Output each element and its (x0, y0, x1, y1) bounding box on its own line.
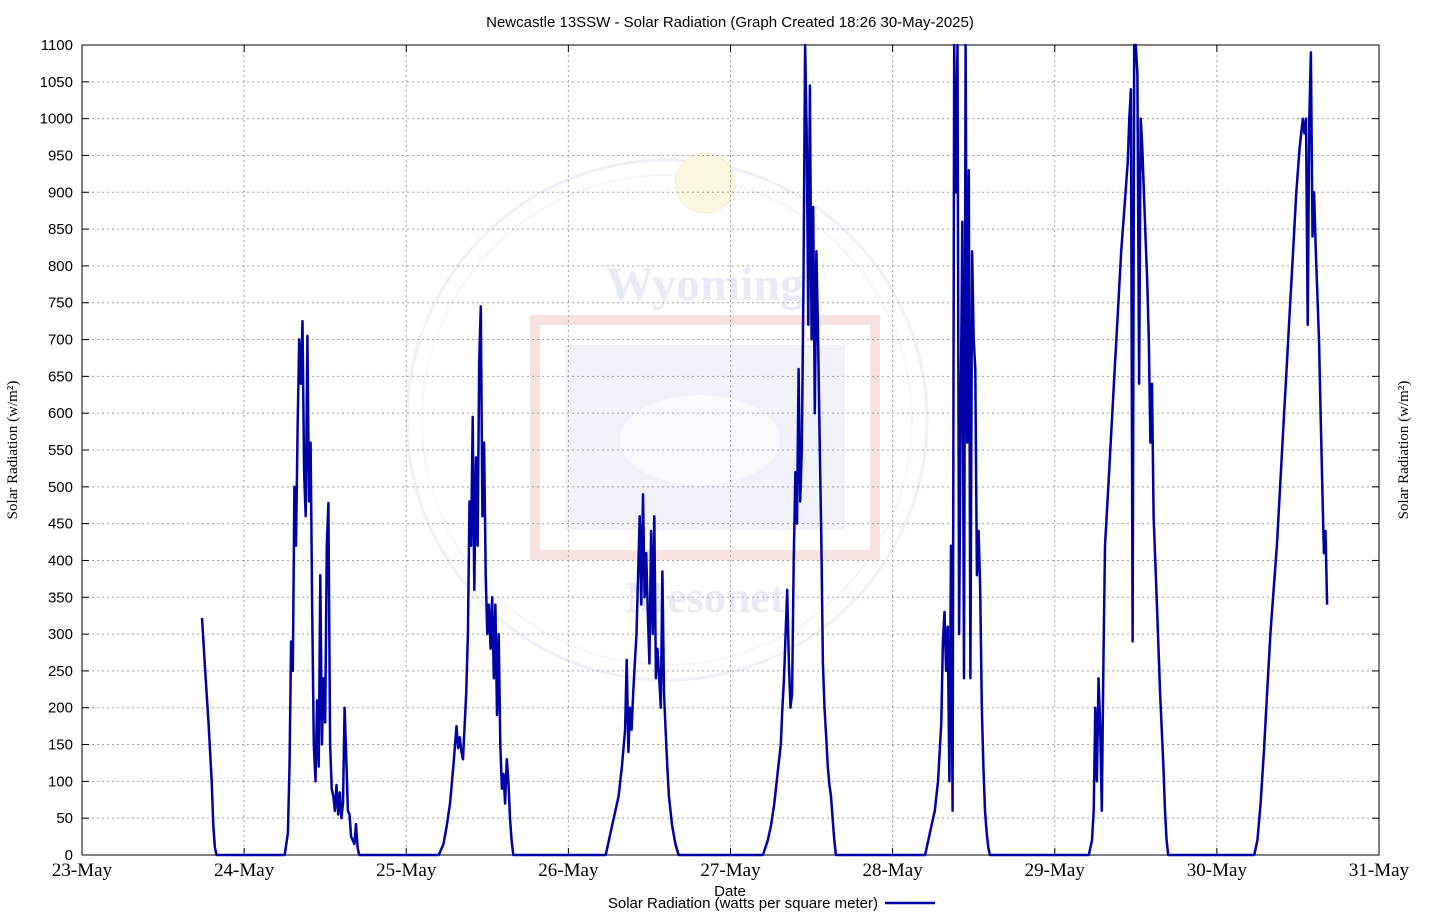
y-tick-label: 800 (48, 258, 73, 275)
y-tick-label: 1050 (40, 74, 73, 91)
series-line-solar-radiation (200, 43, 1329, 857)
y-tick-label: 850 (48, 221, 73, 238)
y-tick-label: 100 (48, 773, 73, 790)
y-tick-label: 0 (65, 847, 73, 864)
x-tick-label: 24-May (214, 860, 275, 881)
legend-label: Solar Radiation (watts per square meter) (608, 895, 878, 912)
y-tick-label: 250 (48, 663, 73, 680)
y-tick-label: 150 (48, 737, 73, 754)
chart-title: Newcastle 13SSW - Solar Radiation (Graph… (486, 14, 974, 31)
x-tick-label: 29-May (1025, 860, 1086, 881)
x-tick-label: 31-May (1349, 860, 1410, 881)
y-tick-label: 1000 (40, 111, 73, 128)
x-tick-label: 26-May (538, 860, 599, 881)
y-tick-label: 600 (48, 405, 73, 422)
y-tick-label: 300 (48, 626, 73, 643)
y-tick-label: 750 (48, 295, 73, 312)
x-tick-label: 25-May (376, 860, 437, 881)
svg-text:Wyoming: Wyoming (606, 258, 804, 311)
x-axis-ticks: 23-May 24-May 25-May 26-May 27-May 28-May 29-M… (52, 45, 1410, 881)
x-tick-label: 28-May (863, 860, 924, 881)
x-axis-label: Date (714, 883, 746, 900)
y-tick-label: 650 (48, 368, 73, 385)
grid-lines (82, 45, 1379, 855)
y-axis-ticks: 0 50 100 150 200 250 300 350 400 450 500 550 600 650 7… (40, 37, 1379, 864)
y-tick-label: 700 (48, 332, 73, 349)
x-tick-label: 27-May (700, 860, 761, 881)
legend: Solar Radiation (watts per square meter) (608, 895, 935, 912)
y-tick-label: 450 (48, 516, 73, 533)
y-tick-label: 900 (48, 184, 73, 201)
y-tick-label: 550 (48, 442, 73, 459)
x-tick-label: 30-May (1187, 860, 1248, 881)
y-axis-label-right: Solar Radiation (w/m²) (1396, 381, 1412, 520)
watermark-seal: Wyoming Mesonet (405, 152, 929, 682)
y-tick-label: 50 (56, 810, 73, 827)
x-tick-label: 23-May (52, 860, 113, 881)
y-axis-label-left: Solar Radiation (w/m²) (5, 381, 21, 520)
y-tick-label: 1100 (41, 37, 73, 54)
y-tick-label: 500 (48, 479, 73, 496)
y-tick-label: 350 (48, 589, 73, 606)
y-tick-label: 200 (48, 700, 73, 717)
y-tick-label: 950 (48, 147, 73, 164)
y-tick-label: 400 (48, 552, 73, 569)
